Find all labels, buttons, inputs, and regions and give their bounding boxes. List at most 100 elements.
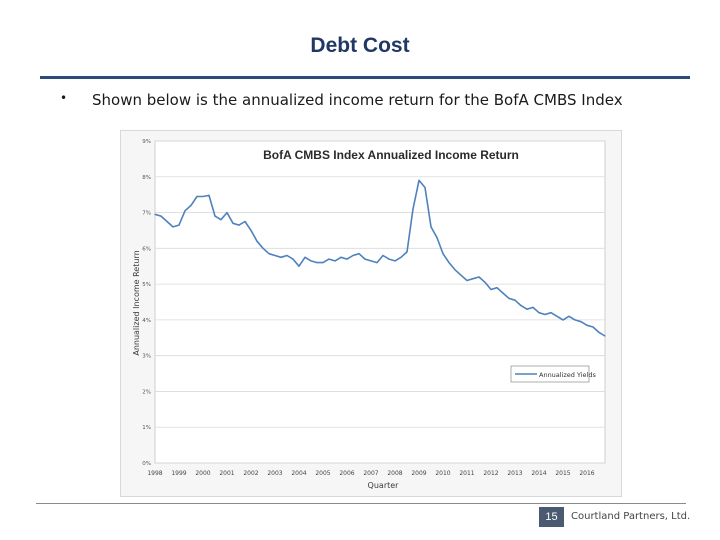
- bullet-text: Shown below is the annualized income ret…: [92, 91, 623, 109]
- x-tick-label: 1999: [171, 470, 186, 477]
- x-tick-label: 2011: [459, 470, 474, 477]
- line-chart: BofA CMBS Index Annualized Income Return…: [132, 139, 606, 490]
- data-point: [184, 210, 186, 212]
- data-point: [556, 315, 558, 317]
- data-point: [568, 315, 570, 317]
- y-tick-label: 0%: [142, 461, 151, 467]
- data-point: [604, 335, 606, 337]
- y-tick-label: 1%: [142, 425, 151, 431]
- y-tick-label: 2%: [142, 389, 151, 395]
- data-point: [550, 312, 552, 314]
- data-point: [388, 258, 390, 260]
- data-point: [442, 253, 444, 255]
- bullet-marker: •: [60, 91, 68, 105]
- data-point: [484, 281, 486, 283]
- data-point: [292, 258, 294, 260]
- y-tick-label: 9%: [142, 139, 151, 145]
- series-line: [154, 179, 606, 337]
- data-point: [352, 254, 354, 257]
- data-point: [544, 313, 546, 316]
- x-tick-label: 2015: [555, 470, 570, 477]
- data-point: [496, 287, 498, 289]
- y-tick-label: 7%: [142, 211, 151, 217]
- data-point: [154, 213, 156, 215]
- data-point: [436, 237, 438, 239]
- x-tick-label: 2006: [339, 470, 354, 477]
- data-point: [172, 226, 174, 228]
- data-point: [418, 179, 420, 181]
- data-point: [538, 312, 540, 314]
- data-point: [340, 256, 342, 258]
- data-point: [190, 204, 192, 206]
- data-point: [250, 229, 252, 232]
- footer-divider: [36, 503, 686, 504]
- slide-title: Debt Cost: [310, 34, 410, 57]
- legend: Annualized Yields: [510, 365, 596, 383]
- data-point: [448, 262, 450, 264]
- data-point: [574, 319, 576, 321]
- x-tick-label: 2007: [363, 470, 378, 477]
- footer-company: Courtland Partners, Ltd.: [571, 511, 691, 522]
- data-point: [244, 220, 246, 223]
- data-point: [310, 260, 312, 262]
- title-divider: [40, 76, 690, 79]
- data-point: [478, 276, 480, 278]
- data-point: [274, 254, 276, 257]
- data-point: [238, 224, 240, 226]
- x-tick-label: 2000: [195, 470, 210, 477]
- data-point: [490, 288, 492, 291]
- data-point: [580, 321, 582, 323]
- data-point: [268, 253, 270, 255]
- x-tick-label: 2016: [579, 470, 594, 477]
- x-tick-label: 2005: [315, 470, 330, 477]
- data-point: [298, 265, 300, 267]
- data-point: [382, 254, 384, 257]
- data-point: [454, 269, 456, 271]
- data-point: [160, 215, 162, 217]
- data-point: [364, 258, 366, 260]
- x-tick-label: 2008: [387, 470, 402, 477]
- data-point: [334, 260, 336, 262]
- data-point: [322, 262, 324, 264]
- data-point: [196, 195, 198, 198]
- data-point: [514, 299, 516, 301]
- data-point: [526, 308, 528, 310]
- x-tick-label: 2012: [483, 470, 498, 477]
- y-tick-label: 8%: [142, 175, 151, 181]
- y-axis-label: Annualized Income Return: [132, 250, 141, 355]
- x-axis-label: Quarter: [368, 481, 400, 490]
- x-tick-label: 2014: [531, 470, 546, 477]
- data-point: [370, 260, 372, 262]
- data-point: [358, 253, 360, 255]
- data-point: [214, 215, 216, 217]
- plot-area: [154, 140, 606, 464]
- y-tick-label: 3%: [142, 354, 151, 360]
- data-point: [412, 208, 414, 210]
- data-point: [226, 211, 228, 214]
- data-point: [286, 254, 288, 257]
- data-point: [430, 226, 432, 228]
- y-tick-label: 5%: [142, 282, 151, 288]
- data-point: [394, 260, 396, 262]
- data-point: [460, 274, 462, 276]
- data-point: [316, 262, 318, 264]
- chart-title: BofA CMBS Index Annualized Income Return: [263, 148, 519, 162]
- data-point: [178, 224, 180, 226]
- data-point: [562, 319, 564, 321]
- x-tick-label: 2001: [219, 470, 234, 477]
- data-point: [166, 220, 168, 223]
- data-point: [586, 324, 588, 326]
- data-point: [304, 256, 306, 258]
- data-point: [502, 292, 504, 294]
- data-point: [232, 222, 234, 224]
- data-point: [256, 240, 258, 242]
- data-point: [220, 219, 222, 221]
- data-point: [376, 262, 378, 264]
- x-tick-label: 1998: [147, 470, 162, 477]
- data-point: [598, 331, 600, 334]
- y-tick-label: 4%: [142, 318, 151, 324]
- data-point: [472, 278, 474, 280]
- data-point: [262, 247, 264, 249]
- chart-frame: BofA CMBS Index Annualized Income Return…: [120, 130, 622, 497]
- data-point: [202, 195, 204, 198]
